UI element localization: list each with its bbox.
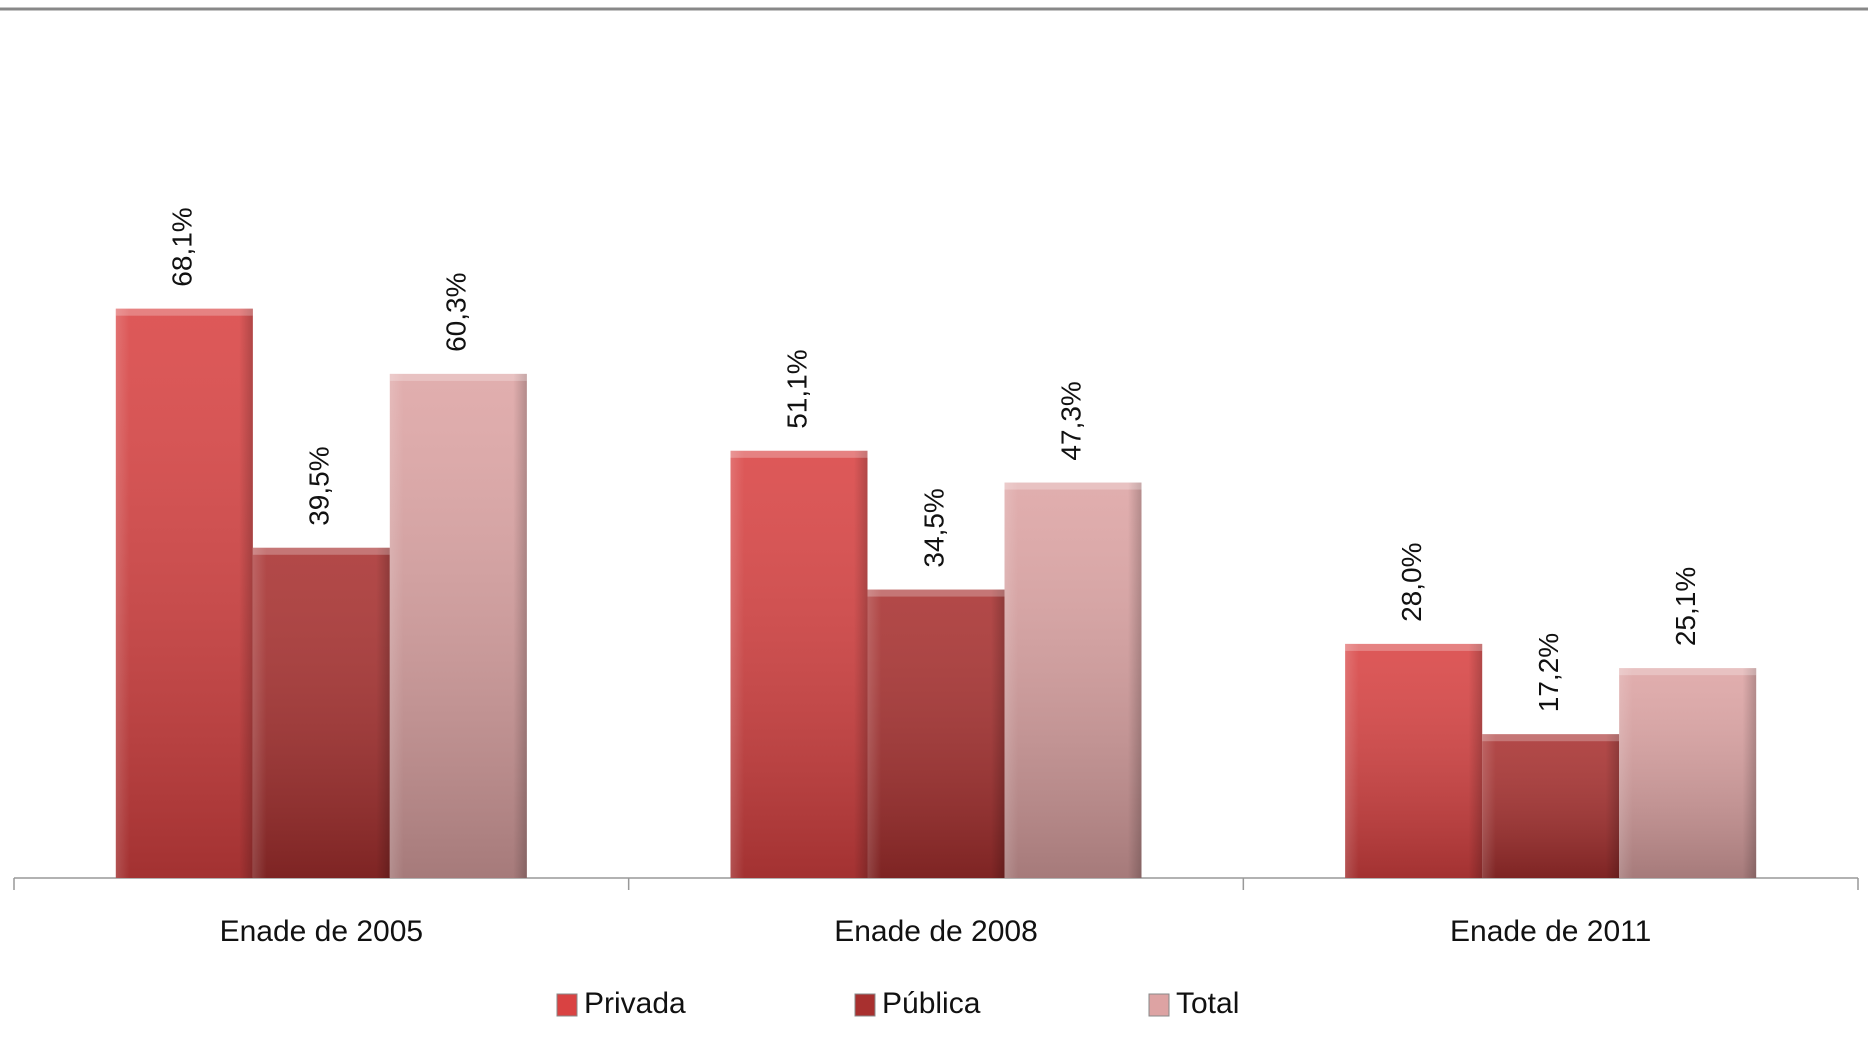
bar-cap <box>730 450 868 458</box>
legend-swatch <box>854 993 876 1017</box>
value-label: 47,3% <box>1055 381 1086 460</box>
x-tick-label: Enade de 2008 <box>834 915 1038 948</box>
bar-edge <box>115 308 253 879</box>
bar-edge <box>389 373 527 878</box>
bar-cap <box>1004 482 1142 490</box>
value-label: 25,1% <box>1670 567 1701 646</box>
bar-cap <box>252 547 390 555</box>
value-label: 68,1% <box>167 207 198 286</box>
bar-cap <box>115 308 253 316</box>
value-label: 34,5% <box>918 488 949 567</box>
value-label: 28,0% <box>1396 543 1427 622</box>
x-tick-label: Enade de 2005 <box>220 915 424 948</box>
bar-edge <box>1482 734 1620 878</box>
value-label: 39,5% <box>304 446 335 525</box>
value-label: 51,1% <box>781 349 812 428</box>
bar-cap <box>867 589 1005 597</box>
bar-edge <box>867 589 1005 878</box>
bar-edge <box>1345 643 1483 878</box>
legend-label: Privada <box>584 987 686 1020</box>
x-tick-label: Enade de 2011 <box>1450 915 1651 948</box>
bar-edge <box>1619 668 1757 878</box>
bar-cap <box>1619 668 1757 676</box>
bar-cap <box>1345 643 1483 651</box>
value-label: 17,2% <box>1533 633 1564 712</box>
legend-swatch <box>1148 993 1170 1017</box>
legend-label: Total <box>1176 987 1239 1020</box>
bar-edge <box>252 547 390 878</box>
bar-cap <box>1482 734 1620 742</box>
bar-cap <box>389 373 527 381</box>
bar-edge <box>730 450 868 878</box>
legend-swatch <box>556 993 578 1017</box>
bar-edge <box>1004 482 1142 878</box>
legend-label: Pública <box>882 987 981 1020</box>
value-label: 60,3% <box>441 272 472 351</box>
